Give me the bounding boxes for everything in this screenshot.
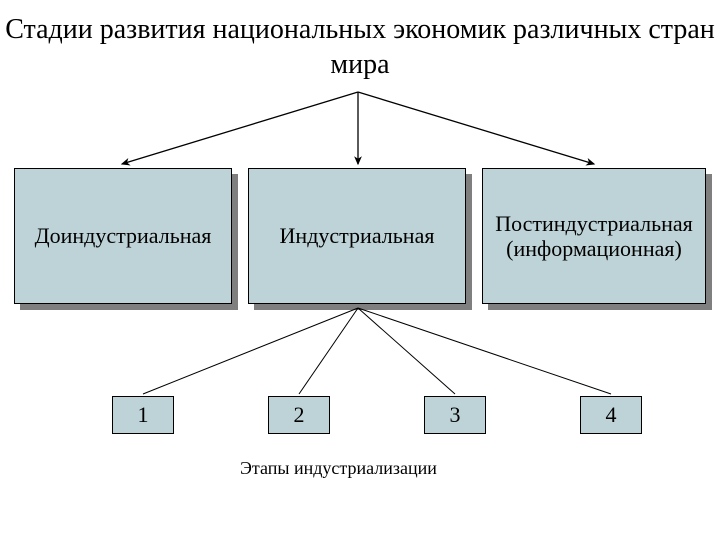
phase-label: 1 [138, 402, 149, 428]
stage-label: Постиндустриальная (информационная) [483, 211, 705, 262]
phase-box-3: 3 [424, 396, 486, 434]
phase-box-4: 4 [580, 396, 642, 434]
phases-caption: Этапы индустриализации [240, 458, 437, 479]
diagram-title: Стадии развития национальных экономик ра… [0, 12, 720, 82]
phase-label: 2 [294, 402, 305, 428]
phase-label: 3 [450, 402, 461, 428]
stage-box-industrial: Индустриальная [248, 168, 466, 304]
phase-box-1: 1 [112, 396, 174, 434]
phase-label: 4 [606, 402, 617, 428]
phase-box-2: 2 [268, 396, 330, 434]
stage-box-preindustrial: Доиндустриальная [14, 168, 232, 304]
stage-label: Доиндустриальная [35, 223, 212, 248]
stage-box-postindustrial: Постиндустриальная (информационная) [482, 168, 706, 304]
stage-label: Индустриальная [280, 223, 435, 248]
